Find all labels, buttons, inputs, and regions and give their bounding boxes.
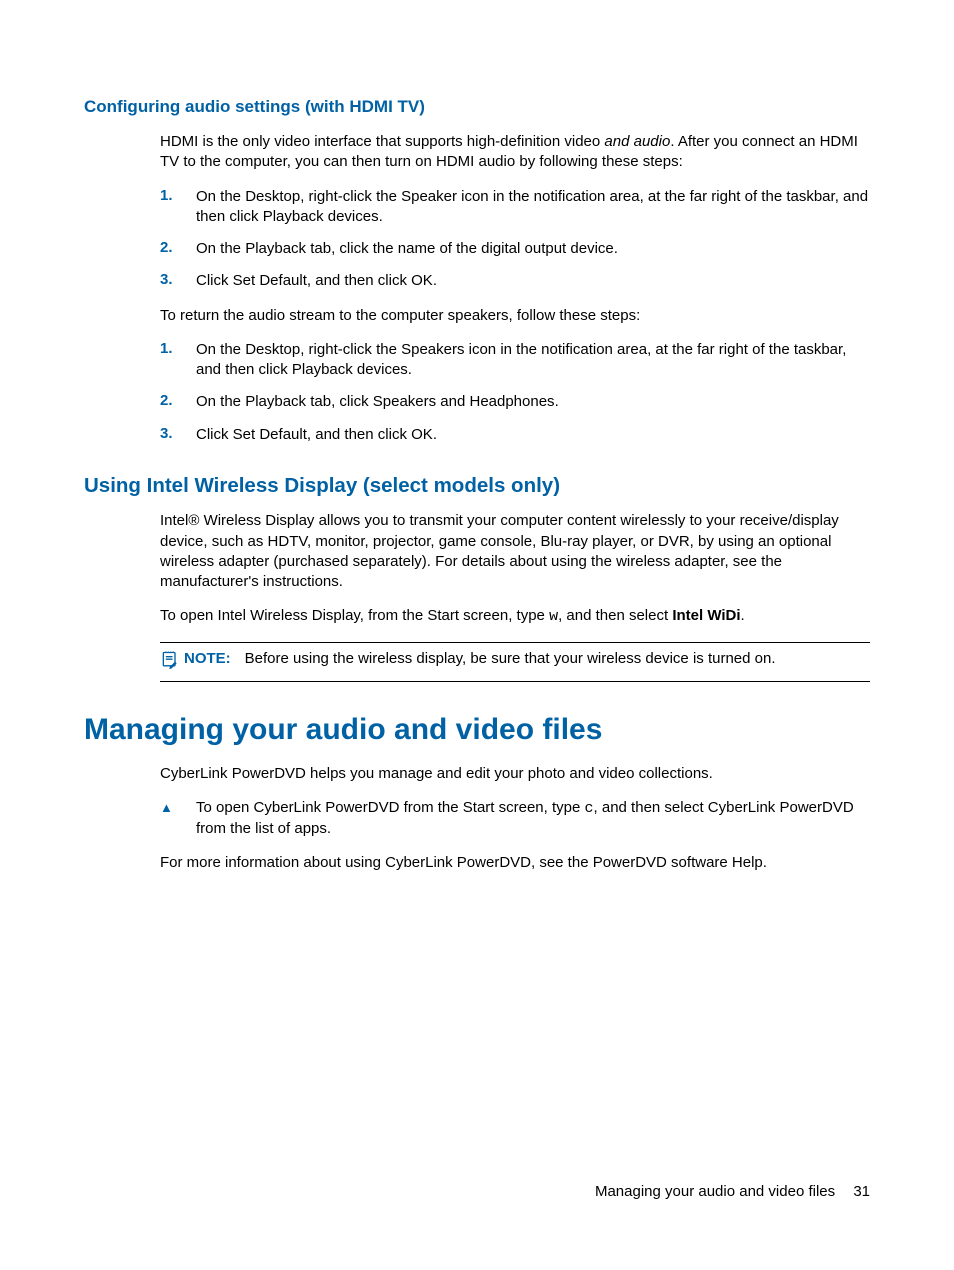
list-item: 2.On the Playback tab, click the name of… [160, 239, 870, 259]
step-number: 3. [160, 425, 196, 442]
section3-para1: CyberLink PowerDVD helps you manage and … [160, 764, 870, 784]
section1-midpara: To return the audio stream to the comput… [160, 306, 870, 326]
note-label: NOTE: [184, 650, 231, 667]
list-item: 3.Click Set Default, and then click OK. [160, 425, 870, 445]
step-number: 2. [160, 392, 196, 409]
step-text: On the Playback tab, click the name of t… [196, 239, 870, 259]
section3-bullet: ▲ To open CyberLink PowerDVD from the St… [160, 798, 870, 840]
step-text: On the Desktop, right-click the Speakers… [196, 340, 870, 381]
note-box: NOTE: Before using the wireless display, … [160, 642, 870, 682]
section2-para1: Intel® Wireless Display allows you to tr… [160, 511, 870, 592]
document-page: Configuring audio settings (with HDMI TV… [0, 0, 954, 1270]
step-number: 1. [160, 187, 196, 204]
list-item: ▲ To open CyberLink PowerDVD from the St… [160, 798, 870, 840]
heading-intel-wireless: Using Intel Wireless Display (select mod… [84, 473, 870, 500]
step-text: On the Playback tab, click Speakers and … [196, 392, 870, 412]
list-item: 2.On the Playback tab, click Speakers an… [160, 392, 870, 412]
section2-para2: To open Intel Wireless Display, from the… [160, 606, 870, 627]
section3-para2: For more information about using CyberLi… [160, 853, 870, 873]
step-number: 2. [160, 239, 196, 256]
triangle-bullet-icon: ▲ [160, 798, 196, 815]
bullet-text: To open CyberLink PowerDVD from the Star… [196, 798, 870, 840]
step-text: Click Set Default, and then click OK. [196, 425, 870, 445]
steps-return-speakers: 1.On the Desktop, right-click the Speake… [160, 340, 870, 445]
step-number: 1. [160, 340, 196, 357]
section1-body: HDMI is the only video interface that su… [160, 132, 870, 445]
steps-enable-hdmi: 1.On the Desktop, right-click the Speake… [160, 187, 870, 292]
note-icon [160, 649, 184, 675]
page-footer: Managing your audio and video files 31 [595, 1183, 870, 1200]
list-item: 1.On the Desktop, right-click the Speake… [160, 187, 870, 228]
section1-intro: HDMI is the only video interface that su… [160, 132, 870, 173]
footer-title: Managing your audio and video files [595, 1183, 835, 1200]
footer-page-number: 31 [853, 1183, 870, 1200]
step-text: Click Set Default, and then click OK. [196, 271, 870, 291]
step-text: On the Desktop, right-click the Speaker … [196, 187, 870, 228]
section3-body: CyberLink PowerDVD helps you manage and … [160, 764, 870, 874]
note-text: Before using the wireless display, be su… [245, 650, 776, 667]
section2-body: Intel® Wireless Display allows you to tr… [160, 511, 870, 681]
heading-managing-files: Managing your audio and video files [84, 712, 870, 748]
list-item: 3.Click Set Default, and then click OK. [160, 271, 870, 291]
list-item: 1.On the Desktop, right-click the Speake… [160, 340, 870, 381]
heading-configuring-audio: Configuring audio settings (with HDMI TV… [84, 96, 870, 118]
note-body: NOTE: Before using the wireless display, … [184, 649, 870, 669]
step-number: 3. [160, 271, 196, 288]
